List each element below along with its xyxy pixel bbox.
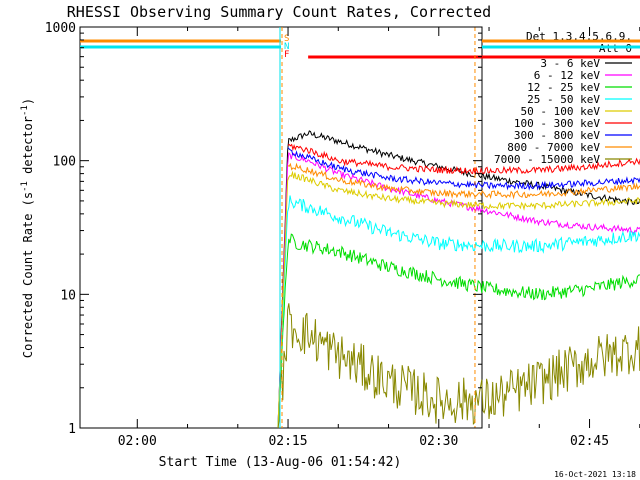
axes-group: 110100100002:0002:1502:3002:4503:0003:15…	[45, 21, 640, 449]
y-tick-label: 1000	[45, 21, 76, 36]
x-tick-label: 02:15	[268, 434, 307, 449]
series-line-12-25-kev	[277, 233, 640, 429]
legend-label: 25 - 50 keV	[527, 93, 600, 106]
timestamp: 16-Oct-2021 13:18	[554, 470, 636, 479]
y-axis-label: Corrected Count Rate (s-1 detector-1)	[20, 98, 35, 358]
y-axis-label-main: Corrected Count Rate (s	[21, 192, 35, 358]
y-axis-label-sup2: -1	[20, 105, 30, 116]
y-axis-label-mid: detector	[21, 116, 35, 181]
y-axis-label-sup1: -1	[20, 181, 30, 192]
legend-label: 6 - 12 keV	[534, 69, 601, 82]
legend-label: 50 - 100 keV	[521, 105, 601, 118]
x-axis-label: Start Time (13-Aug-06 01:54:42)	[159, 455, 402, 470]
series-line-50-100-kev	[277, 170, 640, 429]
legend-label: 800 - 7000 keV	[507, 141, 600, 154]
y-axis-label-end: )	[21, 98, 35, 105]
plot-frame	[79, 26, 483, 429]
series-line-25-50-kev	[277, 195, 640, 429]
flag-label-n: N	[284, 42, 289, 52]
chart-title: RHESSI Observing Summary Count Rates, Co…	[67, 3, 491, 21]
legend-label: 3 - 6 keV	[540, 57, 600, 70]
overlay-group: SNF	[80, 27, 640, 428]
y-tick-label: 100	[53, 155, 76, 170]
legend-label: 12 - 25 keV	[527, 81, 600, 94]
series-line-7000-15000-kev	[277, 303, 640, 429]
x-tick-label: 02:00	[118, 434, 157, 449]
legend-label: 7000 - 15000 keV	[494, 153, 600, 166]
series-line-6-12-kev	[277, 151, 640, 428]
y-tick-label: 1	[68, 422, 76, 437]
legend-label: 300 - 800 keV	[514, 129, 600, 142]
flag-label-s: S	[284, 34, 289, 44]
series-group	[277, 130, 640, 429]
series-line-3-6-kev	[277, 130, 640, 428]
flag-label-f: F	[284, 50, 289, 60]
y-tick-label: 10	[60, 288, 76, 303]
x-tick-label: 02:30	[419, 434, 458, 449]
x-tick-label: 02:45	[570, 434, 609, 449]
legend-label: 100 - 300 keV	[514, 117, 600, 130]
